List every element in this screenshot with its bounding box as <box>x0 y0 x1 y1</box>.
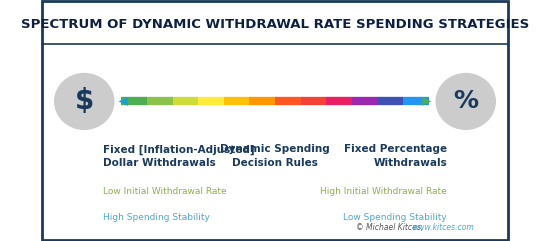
Text: www.kitces.com: www.kitces.com <box>412 223 474 233</box>
Ellipse shape <box>436 73 496 130</box>
Text: SPECTRUM OF DYNAMIC WITHDRAWAL RATE SPENDING STRATEGIES: SPECTRUM OF DYNAMIC WITHDRAWAL RATE SPEN… <box>21 18 529 31</box>
Text: Low Initial Withdrawal Rate: Low Initial Withdrawal Rate <box>103 187 227 196</box>
Text: Dynamic Spending
Decision Rules: Dynamic Spending Decision Rules <box>220 144 330 167</box>
Text: High Initial Withdrawal Rate: High Initial Withdrawal Rate <box>321 187 447 196</box>
Text: $: $ <box>75 87 94 115</box>
Text: Fixed Percentage
Withdrawals: Fixed Percentage Withdrawals <box>344 144 447 167</box>
Text: High Spending Stability: High Spending Stability <box>103 214 210 222</box>
Text: Low Spending Stability: Low Spending Stability <box>343 214 447 222</box>
Ellipse shape <box>54 73 114 130</box>
Text: © Michael Kitces,: © Michael Kitces, <box>356 223 424 233</box>
Text: Fixed [Inflation-Adjusted]
Dollar Withdrawals: Fixed [Inflation-Adjusted] Dollar Withdr… <box>103 144 255 168</box>
Text: %: % <box>453 89 478 114</box>
